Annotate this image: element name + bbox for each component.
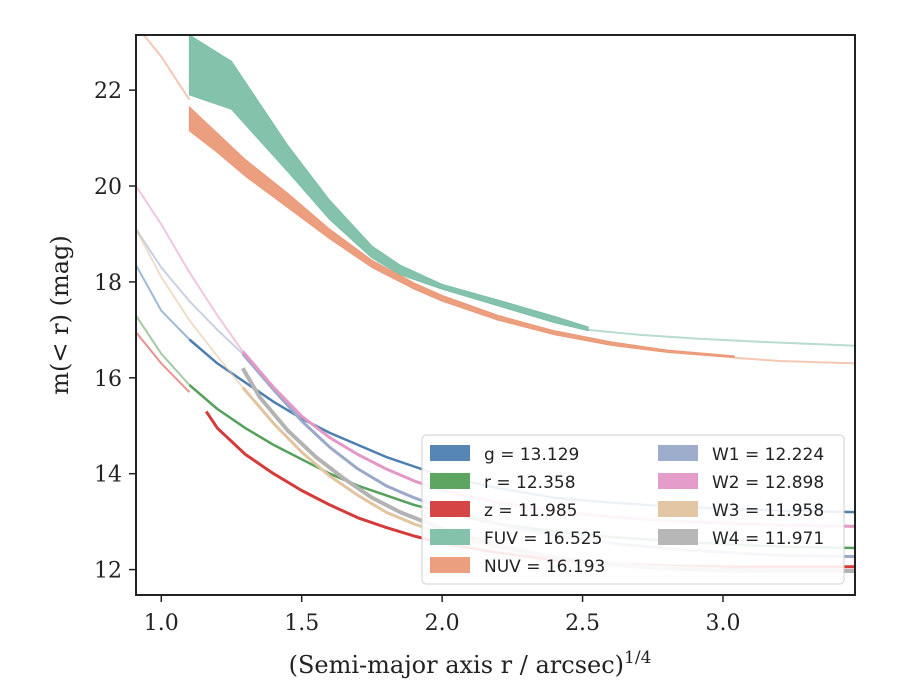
legend-item-r: r = 12.358 (430, 473, 576, 493)
legend-item-FUV: FUV = 16.525 (430, 529, 602, 549)
series-z-extrapolation (136, 331, 191, 393)
legend-swatch (658, 445, 698, 461)
legend-label: W1 = 12.224 (712, 445, 824, 465)
legend-label: z = 11.985 (484, 501, 577, 521)
x-tick-label: 3.0 (705, 611, 740, 636)
x-tick-label: 2.0 (425, 611, 460, 636)
legend-swatch (658, 473, 698, 489)
y-tick-label: 16 (94, 367, 122, 392)
legend-swatch (430, 445, 470, 461)
series-FUV-extrapolation (588, 328, 855, 347)
series-W1-extrapolation (136, 228, 244, 355)
x-tick-label: 2.5 (565, 611, 600, 636)
legend-label: r = 12.358 (484, 473, 576, 493)
y-tick-label: 12 (94, 559, 122, 584)
series-FUV (188, 35, 855, 347)
legend-swatch (430, 557, 470, 573)
y-tick-label: 14 (94, 463, 122, 488)
plot-frame (135, 34, 856, 596)
legend-item-g: g = 13.129 (430, 445, 579, 465)
legend-label: W4 = 11.971 (712, 529, 824, 549)
legend-label: NUV = 16.193 (484, 557, 605, 577)
x-axis-label: (Semi-major axis r / arcsec)1/4 (289, 648, 652, 679)
y-tick-label: 22 (94, 79, 122, 104)
ticks-layer: 1.0 1.5 2.0 2.5 3.0 12 14 16 18 20 22 (94, 79, 740, 636)
legend-box (421, 434, 845, 585)
x-axis-label-exponent: 1/4 (624, 648, 651, 668)
legend-label: W2 = 12.898 (712, 473, 824, 493)
legend-label: g = 13.129 (484, 445, 579, 465)
legend-item-z: z = 11.985 (430, 501, 577, 521)
series-r-extrapolation (136, 314, 191, 386)
legend-item-NUV: NUV = 16.193 (430, 557, 605, 577)
legend-label: FUV = 16.525 (484, 529, 602, 549)
legend-swatch (658, 529, 698, 545)
legend-swatch (430, 473, 470, 489)
legend: g = 13.129 r = 12.358 z = 11.985 FUV = 16.5… (421, 434, 845, 585)
legend-swatch (658, 501, 698, 517)
y-tick-label: 18 (94, 271, 122, 296)
legend-item-W3: W3 = 11.958 (658, 501, 824, 521)
legend-item-W1: W1 = 12.224 (658, 445, 824, 465)
series-W3-extrapolation (136, 228, 244, 389)
legend-item-W4: W4 = 11.971 (658, 529, 824, 549)
y-axis-label: m(< r) (mag) (46, 235, 74, 394)
x-tick-label: 1.5 (284, 611, 319, 636)
y-tick-label: 20 (94, 175, 122, 200)
series-FUV-band (188, 35, 589, 332)
series-NUV (142, 35, 855, 365)
series-NUV-band (188, 105, 735, 359)
legend-label: W3 = 11.958 (712, 501, 824, 521)
x-tick-label: 1.0 (144, 611, 179, 636)
legend-swatch (430, 501, 470, 517)
legend-swatch (430, 529, 470, 545)
series-NUV-extrapolation-end (734, 356, 855, 365)
series-NUV-extrapolation (142, 35, 191, 101)
legend-item-W2: W2 = 12.898 (658, 473, 824, 493)
series-W2-extrapolation (136, 185, 244, 352)
series-g-extrapolation (136, 264, 191, 341)
